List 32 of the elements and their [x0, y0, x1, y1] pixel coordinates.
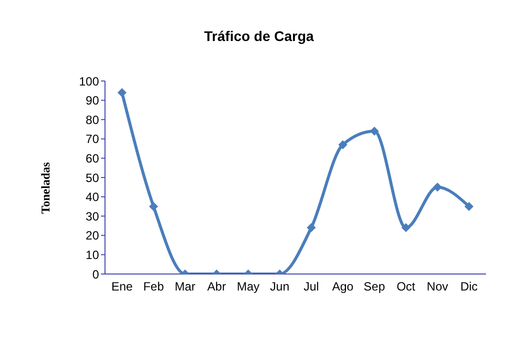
- point: [338, 140, 348, 150]
- y-tick-label: 50: [86, 170, 100, 185]
- x-tick-label: Oct: [396, 280, 416, 294]
- y-tick-label: 90: [86, 94, 100, 108]
- y-axis-title: Toneladas: [38, 162, 54, 214]
- y-tick-label: 30: [86, 209, 100, 224]
- x-tick-label: Jul: [304, 280, 319, 294]
- point: [401, 223, 410, 232]
- y-tick-label: 70: [86, 132, 100, 146]
- point: [432, 182, 442, 192]
- x-tick-label: Mar: [174, 280, 196, 294]
- x-tick-label: Feb: [143, 280, 164, 294]
- y-tick-label: 10: [86, 248, 100, 262]
- x-tick-label: Nov: [426, 280, 448, 294]
- chart-title: Tráfico de Carga: [203, 28, 315, 44]
- x-tick-label: Ene: [111, 280, 133, 294]
- x-tick-label: Jun: [270, 280, 290, 294]
- y-tick-label: 80: [86, 112, 100, 127]
- y-tick-label: 100: [78, 74, 100, 88]
- point: [118, 88, 126, 98]
- y-tick-label: 0: [92, 267, 100, 282]
- y-tick-label: 40: [86, 190, 100, 204]
- y-tick-label: 60: [86, 151, 100, 166]
- x-tick-label: Ago: [332, 280, 354, 294]
- y-tick-label: 20: [86, 228, 100, 243]
- point: [306, 223, 316, 232]
- point: [464, 202, 474, 211]
- point: [149, 202, 158, 211]
- x-tick-label: May: [236, 280, 260, 294]
- x-tick-label: Sep: [364, 280, 386, 294]
- x-tick-label: Dic: [460, 280, 478, 294]
- x-tick-label: Abr: [207, 280, 226, 294]
